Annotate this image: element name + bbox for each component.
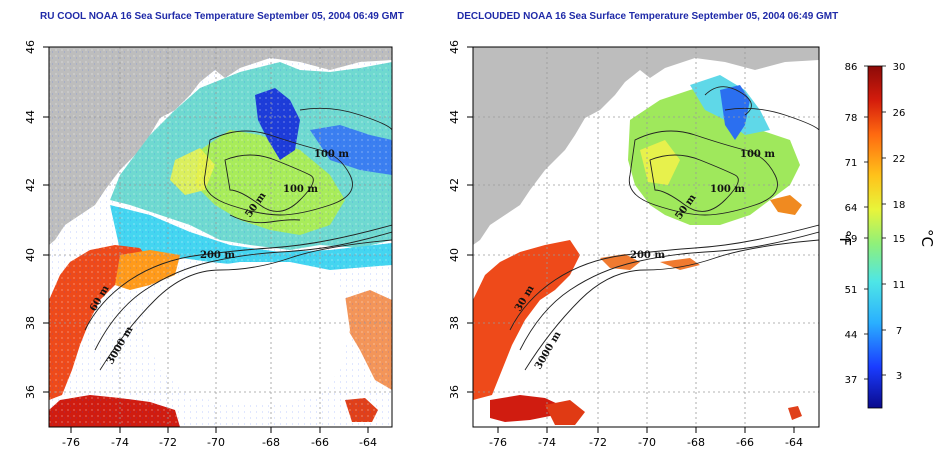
contour-label-100m-b-left: 100 m: [283, 184, 318, 195]
colorbar: 86 78 71 64 59 51 44 37 30 26 22 18 15 1…: [836, 62, 936, 409]
cb-c-6: 7: [896, 326, 902, 337]
cb-f-2: 71: [845, 158, 858, 169]
cb-f-6: 44: [845, 330, 858, 341]
bathymetry-contours-right: [509, 86, 819, 371]
sst-field-patch-se-right: [788, 406, 802, 420]
cb-f-3: 64: [845, 203, 858, 214]
lat-tick-left-4: 38: [24, 316, 37, 330]
lat-tick-right-3: 40: [448, 248, 461, 262]
lon-tick-right-1: -74: [538, 436, 556, 449]
cb-f-7: 37: [845, 375, 858, 386]
cb-c-0: 30: [893, 62, 906, 73]
lon-tick-left-6: -64: [359, 436, 377, 449]
lat-tick-left-1: 44: [24, 110, 37, 124]
sst-field-blue-right: [720, 85, 750, 140]
lat-tick-right-5: 36: [448, 385, 461, 399]
lon-tick-right-2: -72: [589, 436, 607, 449]
lat-tick-right-4: 38: [448, 316, 461, 330]
cb-c-7: 3: [896, 371, 902, 382]
lat-tick-left-0: 46: [24, 40, 37, 54]
unit-celsius: °C: [918, 229, 936, 247]
cb-f-5: 51: [845, 285, 858, 296]
cb-f-4: 59: [845, 234, 858, 245]
lat-tick-left-3: 40: [24, 248, 37, 262]
contour-label-100m-a-left: 100 m: [314, 149, 349, 160]
cb-c-4: 15: [893, 234, 906, 245]
lon-tick-right-6: -64: [785, 436, 803, 449]
sst-field-orange-streak-right: [600, 254, 700, 270]
left-panel-title: RU COOL NOAA 16 Sea Surface Temperature …: [40, 11, 404, 22]
contour-label-200m-right: 200 m: [630, 250, 665, 261]
sst-field-green-right: [628, 82, 800, 225]
lat-tick-left-5: 36: [24, 385, 37, 399]
lat-tick-left-2: 42: [24, 178, 37, 192]
cb-c-1: 26: [893, 108, 906, 119]
lon-tick-right-3: -70: [638, 436, 656, 449]
cb-f-0: 86: [845, 62, 858, 73]
cb-f-1: 78: [845, 113, 858, 124]
cb-c-2: 22: [893, 154, 906, 165]
lon-tick-right-4: -68: [687, 436, 705, 449]
contour-label-200m-left: 200 m: [200, 250, 235, 261]
right-axes: -76 -74 -72 -70 -68 -66 -64 46 44 42 40 …: [448, 40, 803, 449]
grid-left: [49, 47, 392, 427]
left-axes: -76 -74 -72 -70 -68 -66 -64 46 44 42 40 …: [24, 40, 377, 449]
lat-tick-right-1: 44: [448, 110, 461, 124]
lon-tick-left-4: -68: [262, 436, 280, 449]
lon-tick-right-0: -76: [489, 436, 507, 449]
cloud-region-left: [145, 262, 350, 405]
lon-tick-left-0: -76: [62, 436, 80, 449]
lon-tick-left-2: -72: [159, 436, 177, 449]
lon-tick-left-5: -66: [311, 436, 329, 449]
contour-label-100m-b-right: 100 m: [710, 184, 745, 195]
right-map-panel: 100 m 100 m 50 m 200 m 30 m 3000 m -76 -…: [448, 40, 820, 449]
cb-c-3: 18: [893, 200, 906, 211]
sst-field-warm-right: [473, 240, 580, 400]
lon-tick-left-3: -70: [207, 436, 225, 449]
colorbar-gradient: [867, 65, 883, 409]
contour-label-100m-a-right: 100 m: [740, 149, 775, 160]
cb-c-5: 11: [893, 280, 906, 291]
lon-tick-left-1: -74: [111, 436, 129, 449]
unit-fahrenheit: °F: [836, 230, 854, 246]
sst-field-patch-east-right: [770, 195, 802, 215]
bathymetry-contours-left: [84, 107, 392, 371]
lat-tick-right-0: 46: [448, 40, 461, 54]
sst-field-red-south-right: [490, 395, 560, 422]
lon-tick-right-5: -66: [736, 436, 754, 449]
left-map-panel: 100 m 100 m 50 m 200 m 60 m 3000 m -76 -…: [24, 40, 393, 449]
grid-right: [473, 47, 819, 427]
right-panel-title: DECLOUDED NOAA 16 Sea Surface Temperatur…: [457, 11, 839, 22]
land-right: [473, 47, 819, 245]
sst-field-red-south2-right: [545, 400, 585, 425]
lat-tick-right-2: 42: [448, 178, 461, 192]
sst-field-yellow-right: [640, 140, 680, 185]
